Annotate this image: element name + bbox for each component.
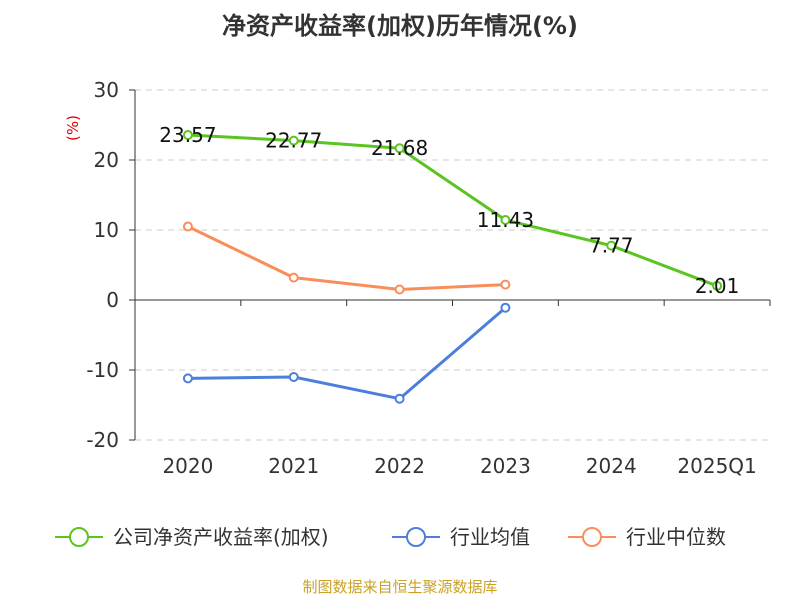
legend-marker [582,527,602,547]
y-tick-label: 30 [94,78,119,102]
data-label: 22.77 [265,129,322,153]
data-label: 7.77 [589,234,634,258]
y-tick-label: -20 [86,428,119,452]
x-tick-label: 2024 [586,454,637,478]
data-point [394,143,405,154]
data-point [288,372,299,382]
legend-label: 行业中位数 [626,525,726,549]
x-tick-label: 2021 [268,454,319,478]
axes: 30 20 10 0 -10 -20 2020 2021 2022 2023 2024 2025Q1 [86,78,771,478]
data-label: 21.68 [371,136,428,160]
legend: 公司净资产收益率(加权) 行业均值 行业中位数 [55,525,726,549]
legend-marker [69,527,89,547]
series-line [187,306,507,401]
data-point [182,221,193,232]
x-tick-label: 2022 [374,454,425,478]
data-point [500,214,511,225]
data-point [288,135,299,146]
y-tick-label: -10 [86,358,119,382]
series-1 [182,302,511,404]
data-point [394,393,405,404]
data-point [712,280,723,291]
legend-item: 公司净资产收益率(加权) [55,525,329,549]
y-axis-label: (%) [64,115,82,141]
source-note: 制图数据来自恒生聚源数据库 [302,578,497,596]
legend-item: 行业均值 [392,525,530,549]
data-point [500,302,511,313]
legend-marker [406,527,426,547]
data-label: 23.57 [159,123,216,147]
legend-label: 公司净资产收益率(加权) [113,525,329,549]
legend-label: 行业均值 [450,525,530,549]
gridlines [135,89,770,441]
series-line [187,225,506,291]
data-point [182,130,193,141]
data-point [182,373,193,384]
y-tick-label: 10 [94,218,119,242]
data-point [394,284,405,295]
series-group: 23.57 22.77 21.68 11.43 7.77 2.01 [159,123,739,404]
x-tick-label: 2020 [162,454,213,478]
data-point [606,240,617,251]
data-point [288,272,299,283]
series-line [187,133,718,288]
x-tick-label: 2023 [480,454,531,478]
chart-title: 净资产收益率(加权)历年情况(%) [222,12,578,40]
series-0: 23.57 22.77 21.68 11.43 7.77 2.01 [159,123,739,298]
data-label: 11.43 [477,208,534,232]
data-point [500,279,511,290]
y-tick-label: 20 [94,148,119,172]
y-tick-label: 0 [106,288,119,312]
series-2 [182,221,511,295]
x-tick-label: 2025Q1 [677,454,756,478]
legend-item: 行业中位数 [568,525,726,549]
data-label: 2.01 [695,274,740,298]
